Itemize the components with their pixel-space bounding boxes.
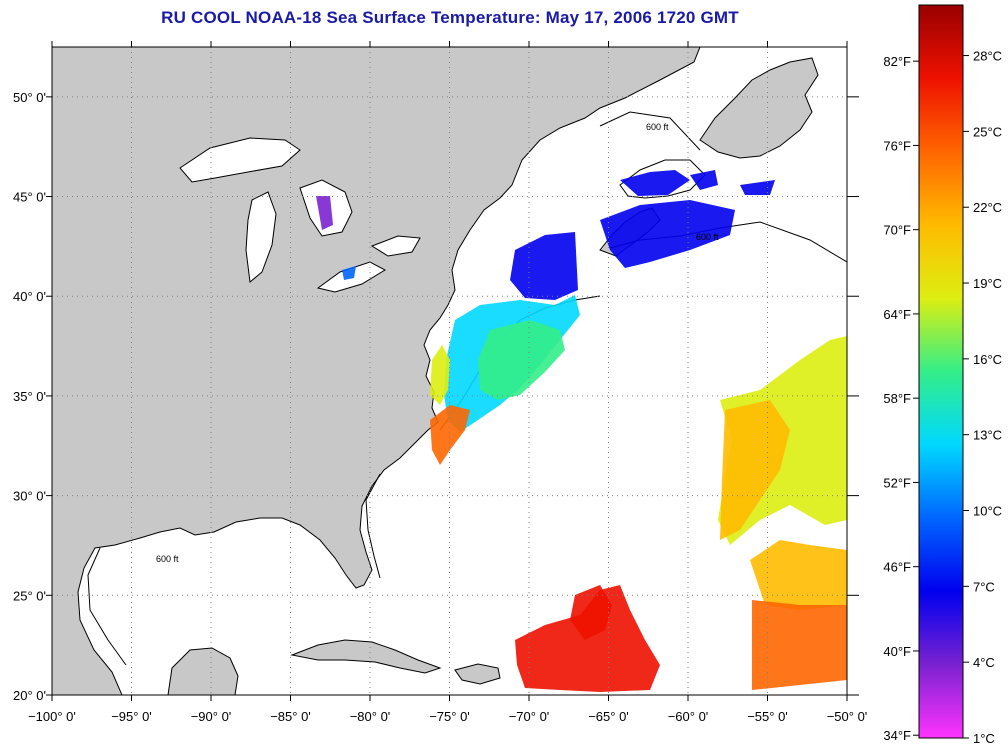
celsius-tick-label: 22°C: [973, 200, 1002, 215]
sst-region: [430, 345, 450, 405]
celsius-tick-label: 28°C: [973, 49, 1002, 64]
lat-tick-label: 45° 0': [13, 190, 46, 205]
contour-label: 600 ft: [156, 554, 179, 564]
axis-ticks: [46, 41, 859, 701]
lat-tick-label: 50° 0': [13, 90, 46, 105]
lat-tick-label: 40° 0': [13, 289, 46, 304]
celsius-tick-label: 16°C: [973, 352, 1002, 367]
sst-region: [690, 170, 718, 190]
contour-label: 600 ft: [696, 232, 719, 242]
fahrenheit-tick-label: 34°F: [883, 728, 911, 743]
lat-tick-label: 35° 0': [13, 389, 46, 404]
lon-tick-label: −50° 0': [827, 709, 868, 724]
celsius-tick-label: 7°C: [973, 579, 995, 594]
north-america-land: [52, 47, 701, 695]
fahrenheit-tick-label: 64°F: [883, 307, 911, 322]
lon-tick-label: −70° 0': [509, 709, 550, 724]
sst-region: [620, 170, 690, 196]
cuba-island: [290, 639, 442, 674]
sst-region: [430, 405, 470, 465]
colorbar: [918, 4, 964, 739]
sst-region: [570, 585, 612, 640]
celsius-tick-label: 19°C: [973, 276, 1002, 291]
celsius-tick-label: 10°C: [973, 504, 1002, 519]
map-title: RU COOL NOAA-18 Sea Surface Temperature:…: [161, 8, 739, 27]
grid-lines: [52, 47, 847, 695]
sst-region: [750, 540, 847, 610]
colorbar-ticks: 1°C 4°C 7°C 10°C 13°C 16°C 19°C 22°C 25°C 28°C 34°…: [883, 49, 1002, 746]
sst-region: [478, 320, 565, 400]
hispaniola-island: [454, 663, 501, 685]
newfoundland-land: [699, 57, 819, 159]
sst-region: [600, 200, 735, 268]
fahrenheit-tick-label: 40°F: [883, 644, 911, 659]
sst-region: [342, 266, 356, 280]
fahrenheit-tick-label: 58°F: [883, 391, 911, 406]
celsius-tick-label: 25°C: [973, 124, 1002, 139]
sst-region: [720, 400, 790, 540]
sst-region: [510, 232, 578, 300]
celsius-tick-label: 1°C: [973, 731, 995, 746]
fahrenheit-tick-label: 82°F: [883, 54, 911, 69]
lon-tick-label: −85° 0': [270, 709, 311, 724]
celsius-tick-label: 4°C: [973, 655, 995, 670]
lon-tick-label: −60° 0': [668, 709, 709, 724]
yucatan-land: [167, 647, 239, 695]
great-lakes: [179, 137, 421, 293]
contour-label: 600 ft: [646, 122, 669, 132]
sst-region: [740, 180, 775, 195]
lat-tick-label: 30° 0': [13, 489, 46, 504]
fahrenheit-tick-label: 76°F: [883, 138, 911, 153]
lat-tick-label: 20° 0': [13, 688, 46, 703]
sst-overlay: [316, 170, 847, 692]
lon-tick-label: −100° 0': [28, 709, 76, 724]
axis-labels: −100° 0' −95° 0' −90° 0' −85° 0' −80° 0' −75°…: [13, 90, 867, 724]
lon-tick-label: −95° 0': [111, 709, 152, 724]
fahrenheit-tick-label: 52°F: [883, 475, 911, 490]
lon-tick-label: −75° 0': [429, 709, 470, 724]
map-area: [52, 47, 847, 695]
fahrenheit-tick-label: 70°F: [883, 223, 911, 238]
lon-tick-label: −65° 0': [588, 709, 629, 724]
lon-tick-label: −55° 0': [747, 709, 788, 724]
lat-tick-label: 25° 0': [13, 588, 46, 603]
lon-tick-label: −80° 0': [350, 709, 391, 724]
sst-region: [752, 600, 847, 690]
fahrenheit-tick-label: 46°F: [883, 560, 911, 575]
sst-region: [316, 196, 333, 230]
celsius-tick-label: 13°C: [973, 428, 1002, 443]
lon-tick-label: −90° 0': [191, 709, 232, 724]
